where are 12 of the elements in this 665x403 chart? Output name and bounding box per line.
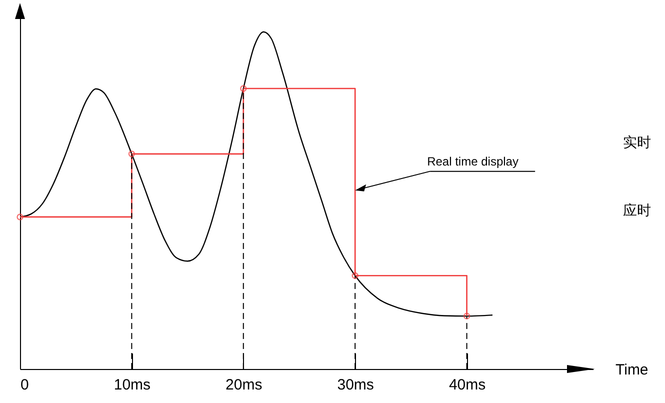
point (352, 272, 358, 279)
x-axis-title: Time (616, 362, 648, 378)
x-tick-label: 40ms (448, 376, 486, 394)
x-tick-label: 10ms (114, 376, 151, 394)
x-tick-label: 0 (20, 376, 29, 394)
annotation: Real time display (427, 154, 518, 168)
x-tick-label: 30ms (337, 376, 374, 394)
text: 实时 (623, 135, 651, 151)
point (240, 85, 247, 92)
text: 应时 (623, 203, 651, 219)
x-tick-label: 20ms (226, 376, 262, 394)
point (128, 150, 136, 158)
